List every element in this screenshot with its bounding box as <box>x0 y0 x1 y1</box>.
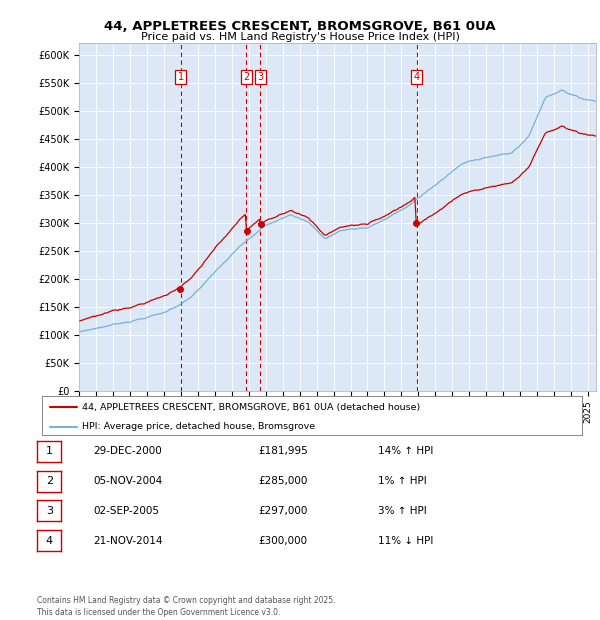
Text: 4: 4 <box>413 72 420 82</box>
Text: 3: 3 <box>46 506 53 516</box>
Text: 29-DEC-2000: 29-DEC-2000 <box>93 446 162 456</box>
Text: 1% ↑ HPI: 1% ↑ HPI <box>378 476 427 486</box>
Text: 4: 4 <box>46 536 53 546</box>
Text: 02-SEP-2005: 02-SEP-2005 <box>93 506 159 516</box>
Text: 2: 2 <box>46 476 53 486</box>
Text: 1: 1 <box>46 446 53 456</box>
Text: £300,000: £300,000 <box>258 536 307 546</box>
Text: £285,000: £285,000 <box>258 476 307 486</box>
Text: Contains HM Land Registry data © Crown copyright and database right 2025.
This d: Contains HM Land Registry data © Crown c… <box>37 596 336 617</box>
Text: HPI: Average price, detached house, Bromsgrove: HPI: Average price, detached house, Brom… <box>83 422 316 431</box>
Text: 14% ↑ HPI: 14% ↑ HPI <box>378 446 433 456</box>
Text: 2: 2 <box>243 72 250 82</box>
Text: £297,000: £297,000 <box>258 506 307 516</box>
Text: 1: 1 <box>178 72 184 82</box>
Text: 05-NOV-2004: 05-NOV-2004 <box>93 476 162 486</box>
Text: £181,995: £181,995 <box>258 446 308 456</box>
Text: 44, APPLETREES CRESCENT, BROMSGROVE, B61 0UA: 44, APPLETREES CRESCENT, BROMSGROVE, B61… <box>104 20 496 33</box>
Text: Price paid vs. HM Land Registry's House Price Index (HPI): Price paid vs. HM Land Registry's House … <box>140 32 460 42</box>
Text: 21-NOV-2014: 21-NOV-2014 <box>93 536 163 546</box>
Text: 11% ↓ HPI: 11% ↓ HPI <box>378 536 433 546</box>
Text: 3: 3 <box>257 72 263 82</box>
Text: 3% ↑ HPI: 3% ↑ HPI <box>378 506 427 516</box>
Text: 44, APPLETREES CRESCENT, BROMSGROVE, B61 0UA (detached house): 44, APPLETREES CRESCENT, BROMSGROVE, B61… <box>83 402 421 412</box>
